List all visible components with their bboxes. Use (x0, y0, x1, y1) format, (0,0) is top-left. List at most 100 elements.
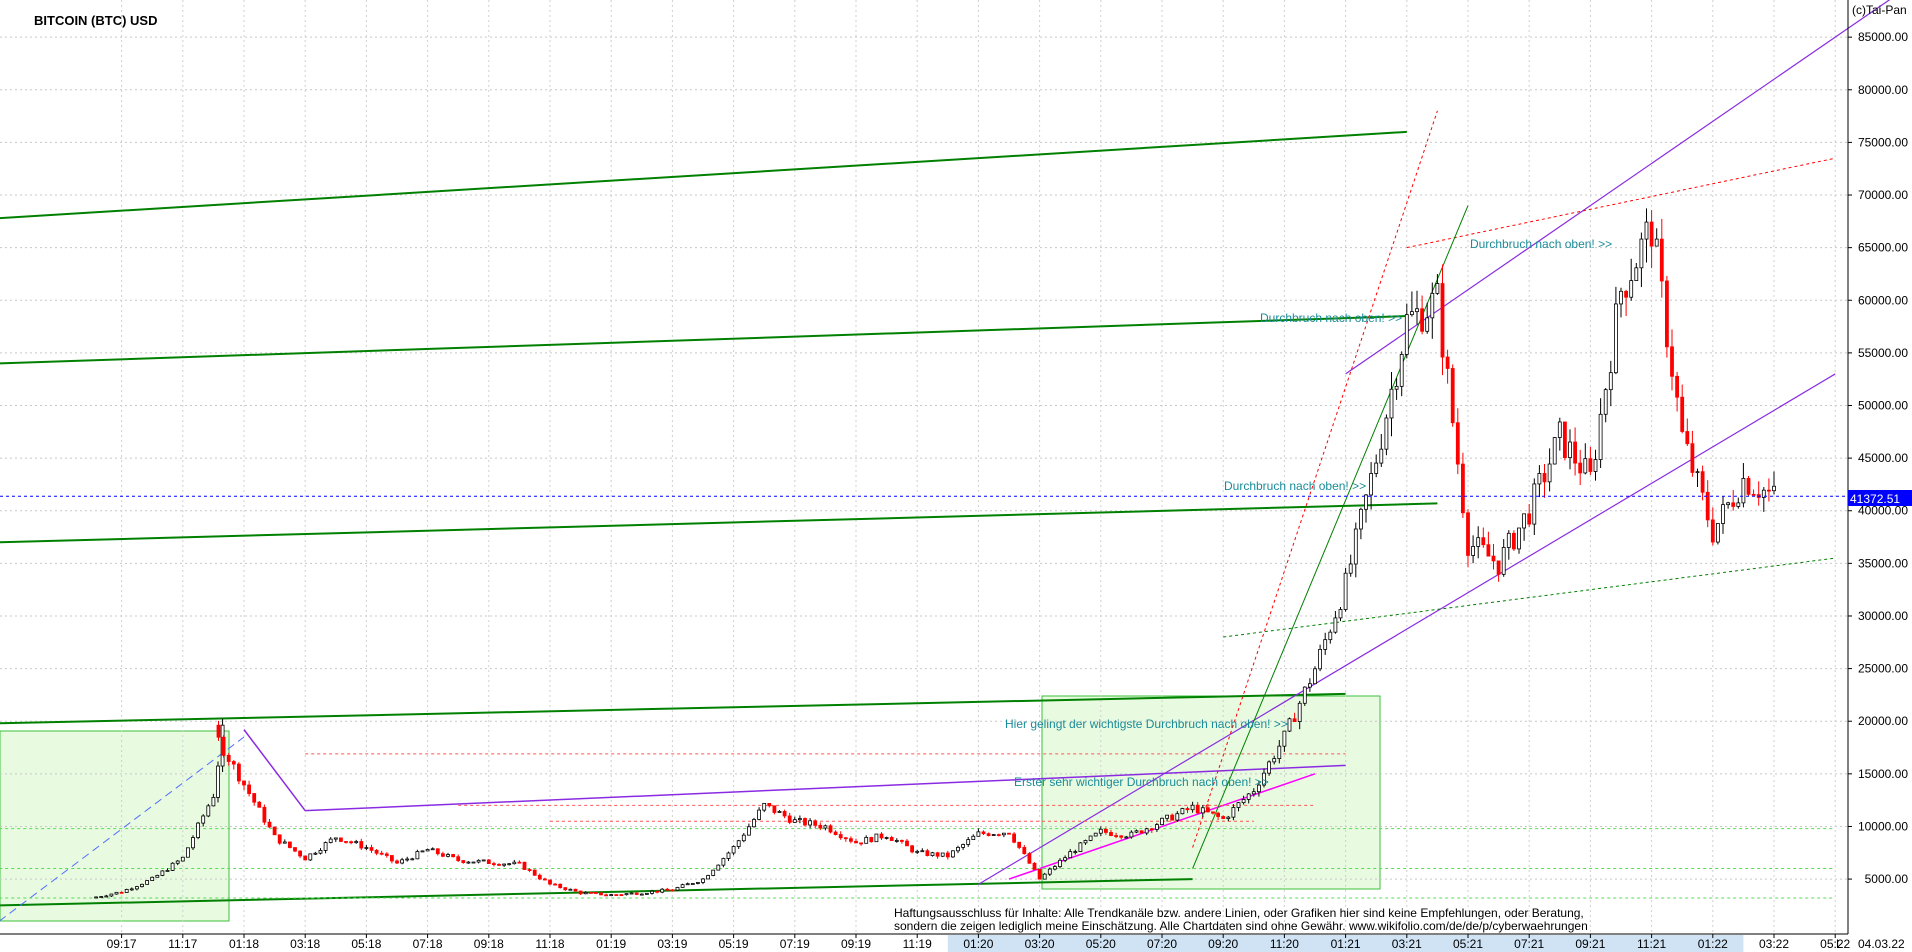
candle-body (884, 837, 889, 839)
candle-body (1629, 280, 1634, 298)
trend-line-green (0, 692, 1346, 725)
candle-body (481, 859, 486, 862)
candle-body (1598, 413, 1603, 460)
candle-body (1736, 502, 1741, 507)
x-axis-end-date: 04.03.22 (1858, 937, 1905, 951)
candle-body (777, 811, 782, 813)
candle-body (1042, 873, 1047, 880)
candle-body (303, 855, 308, 861)
candle-body (1297, 702, 1302, 722)
candle-body (196, 822, 201, 838)
candle-body (359, 841, 364, 849)
candle-body (951, 850, 955, 858)
candle-body (170, 862, 175, 871)
candle-body (747, 826, 751, 836)
y-tick-label: 40000.00 (1858, 504, 1908, 518)
candle-body (165, 870, 170, 872)
candle-body (1308, 683, 1312, 688)
candle-body (354, 841, 359, 844)
trend-line-purple (1345, 0, 1891, 375)
candle-body (940, 852, 945, 857)
y-tick-label: 65000.00 (1858, 241, 1908, 255)
candle-body (216, 724, 221, 738)
candle-body (966, 839, 971, 845)
candle-body (94, 896, 98, 899)
candle-body (961, 844, 965, 848)
x-axis-year-band (947, 935, 1744, 952)
candle-body (614, 894, 619, 896)
x-tick-label: 09:17 (107, 937, 137, 951)
candle-body (1343, 572, 1348, 610)
candle-body (563, 887, 568, 891)
candle-body (1767, 489, 1771, 492)
candle-body (338, 837, 343, 842)
candle-body (502, 863, 507, 866)
candle-body (384, 853, 389, 856)
candle-body (1292, 718, 1297, 722)
candle-body (252, 793, 257, 803)
candle-body (1710, 519, 1715, 543)
candle-body (1654, 238, 1659, 247)
candle-body (471, 861, 476, 864)
candle-body (1119, 835, 1124, 838)
candle-body (1104, 828, 1108, 833)
candle-body (604, 894, 608, 897)
candle-body (1129, 831, 1134, 838)
candle-body (1073, 851, 1078, 853)
candle-body (364, 847, 369, 849)
candle-body (1588, 458, 1593, 472)
annotations: Durchbruch nach oben! >> Durchbruch nach … (1005, 237, 1612, 789)
candle-body (1348, 563, 1353, 574)
candle-body (869, 837, 874, 843)
candle-body (389, 855, 394, 862)
candle-body (1027, 853, 1032, 864)
candle-body (1236, 802, 1241, 808)
x-tick-label: 05:18 (351, 937, 381, 951)
candle-body (808, 820, 812, 826)
y-tick-label: 30000.00 (1858, 609, 1908, 623)
candle-body (1180, 808, 1185, 815)
candle-body (1527, 513, 1532, 525)
candle-body (1624, 290, 1628, 298)
candle-body (706, 875, 710, 880)
candle-body (1195, 804, 1200, 814)
candle-body (849, 838, 853, 842)
candle-body (512, 861, 517, 865)
x-tick-label: 09:19 (841, 937, 871, 951)
candle-body (996, 834, 1001, 836)
candle-body (1593, 459, 1598, 472)
candle-body (1338, 609, 1343, 619)
candle-body (298, 850, 303, 857)
candle-body (1476, 537, 1481, 547)
candle-body (1415, 308, 1419, 313)
candle-body (624, 893, 629, 896)
candle-body (415, 851, 420, 860)
candle-body (690, 883, 695, 885)
candle-body (1093, 832, 1098, 837)
candle-body (333, 837, 338, 840)
candle-body (476, 859, 481, 863)
candle-body (1410, 311, 1414, 316)
candle-body (981, 831, 986, 835)
x-tick-label: 01:19 (596, 937, 626, 951)
candle-body (1200, 807, 1205, 814)
candle-body (1690, 443, 1695, 473)
candle-body (1379, 448, 1384, 464)
x-tick-label: 07:20 (1147, 937, 1177, 951)
x-tick-label: 03:21 (1392, 937, 1422, 951)
candle-body (1175, 813, 1180, 821)
copyright-label: (c)Tai-Pan (1852, 3, 1907, 17)
candle-body (1552, 437, 1557, 465)
candle-body (1568, 441, 1572, 458)
candle-body (558, 883, 563, 889)
candle-body (843, 837, 848, 840)
candle-body (1109, 832, 1113, 836)
candle-body (522, 861, 527, 870)
candle-body (226, 754, 231, 762)
candle-body (185, 847, 190, 858)
x-tick-label: 07:21 (1514, 937, 1544, 951)
candle-body (507, 863, 512, 866)
candle-body (1058, 859, 1062, 867)
candle-body (206, 805, 211, 817)
